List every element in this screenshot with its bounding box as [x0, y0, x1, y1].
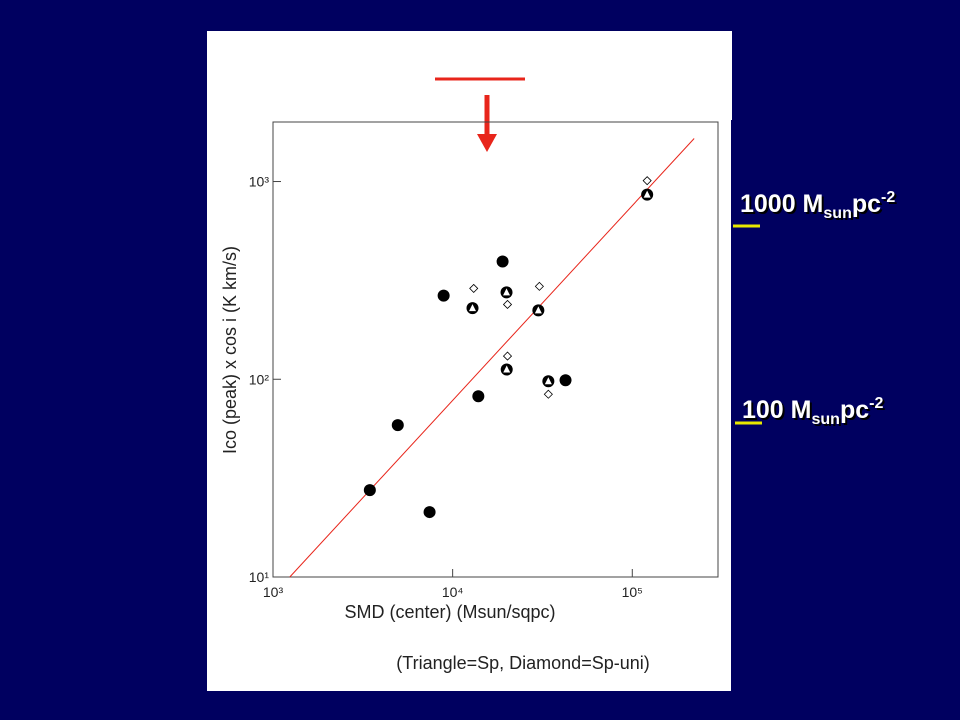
annotation-text: 1000 Msunpc-2 — [740, 189, 895, 222]
diamond-point — [642, 176, 652, 186]
circle-point — [363, 484, 376, 497]
note: (Triangle=Sp, Diamond=Sp-uni) — [396, 653, 649, 673]
annotation-shadow: 100 Msunpc-2 — [744, 397, 885, 430]
plot: 10³ 10⁴ 10⁵ 10¹ 10² 10³ — [249, 138, 695, 600]
circle-point — [391, 419, 404, 432]
header-panel — [207, 31, 732, 120]
triangle-point — [503, 288, 511, 296]
annotation-main: 1000 M — [742, 192, 825, 220]
annotation-sub: sun — [825, 207, 853, 224]
annotation-shadow: 1000 Msunpc-2 — [742, 191, 897, 224]
annotation-main: 100 M — [744, 398, 813, 426]
circle-point — [559, 374, 572, 387]
circle-point — [423, 506, 436, 519]
arrow-head — [477, 134, 497, 152]
circle-point — [472, 390, 485, 403]
circle-point — [437, 289, 450, 302]
x-tick-label: 10³ — [263, 584, 284, 600]
fit-line — [289, 138, 695, 578]
annotation-unit: pc — [852, 190, 881, 218]
y-tick-label: 10² — [249, 371, 270, 387]
annotation-sup: -2 — [881, 189, 895, 206]
y-tick-label: 10³ — [249, 174, 270, 190]
x-axis-label: SMD (center) (Msun/sqpc) — [344, 602, 555, 622]
x-tick-label: 10⁵ — [622, 584, 643, 600]
chart-panel — [207, 120, 731, 691]
diamond-point — [502, 299, 513, 310]
annotation-sup: -2 — [869, 395, 883, 412]
circle-point — [496, 255, 509, 268]
triangle-point — [469, 304, 477, 312]
diamond-point — [469, 283, 479, 293]
diamond-point — [534, 281, 544, 291]
annotation-sub: sun — [813, 413, 841, 430]
annotation-unit: pc — [840, 396, 869, 424]
y-tick-label: 10¹ — [249, 569, 270, 585]
diamond-point — [543, 389, 553, 399]
annotation-sub: sun — [823, 205, 851, 222]
annotation-text: 100 Msunpc-2 — [742, 395, 883, 428]
triangle-point — [534, 306, 542, 314]
annotation-main: 1000 M — [740, 190, 823, 218]
annotation-main: 100 M — [742, 396, 811, 424]
y-axis-label: Ico (peak) x cos i (K km/s) — [220, 246, 240, 454]
annotation-unit: pc — [854, 192, 883, 220]
annotation-sup: -2 — [883, 191, 897, 208]
diamond-point — [502, 351, 513, 361]
plot-frame — [272, 121, 719, 578]
triangle-point — [503, 365, 511, 373]
annotation-unit: pc — [842, 398, 871, 426]
annotation-sub: sun — [811, 411, 839, 428]
triangle-point — [643, 190, 651, 198]
triangle-point — [544, 377, 552, 385]
annotation-sup: -2 — [871, 397, 885, 414]
x-tick-label: 10⁴ — [442, 584, 464, 600]
